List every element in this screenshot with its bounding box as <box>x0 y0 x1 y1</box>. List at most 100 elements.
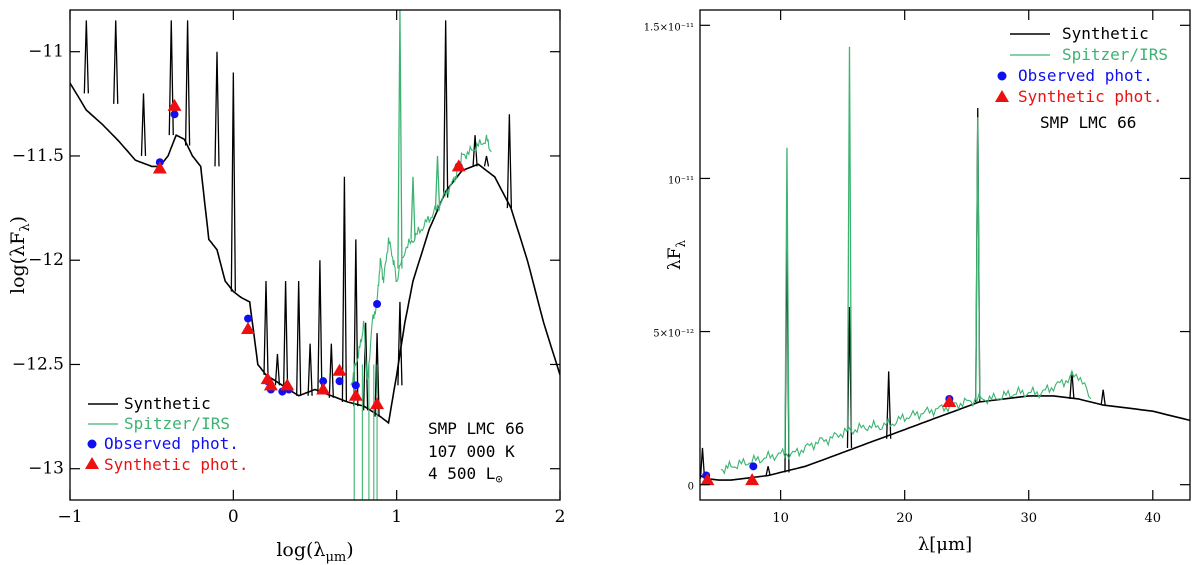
emission-line <box>443 20 449 198</box>
emission-line <box>307 343 313 396</box>
observed-phot-point <box>335 377 344 386</box>
spitzer-series-line <box>720 373 1092 475</box>
y-tick-label: −12 <box>28 250 64 270</box>
emission-line <box>353 239 359 407</box>
synthetic-phot-point <box>700 473 715 486</box>
synthetic-series-line <box>70 82 560 425</box>
emission-line <box>397 10 403 269</box>
left-panel: −1 0 1 2 −11 −11.5 −12 −12.5 −13 log(λμm) log(λF… <box>7 9 566 565</box>
emission-line <box>765 466 771 476</box>
synthetic-phot-point <box>263 378 278 391</box>
emission-line <box>975 117 981 400</box>
emission-line <box>472 135 478 167</box>
legend-label-synthphot: Synthetic phot. <box>104 455 249 474</box>
temperature-note: 107 000 K <box>428 442 515 461</box>
emission-line <box>784 147 790 455</box>
emission-line <box>700 447 706 479</box>
synthetic-phot-point <box>942 395 957 407</box>
synthetic-phot-point <box>745 473 760 486</box>
emission-line <box>483 155 490 167</box>
x-tick-label: 0 <box>228 507 239 527</box>
synthetic-phot-point <box>280 378 295 391</box>
synthetic-phot-point <box>348 388 363 401</box>
legend-marker-synthphot <box>85 457 99 469</box>
synthetic-phot-point <box>316 382 331 395</box>
x-tick-label: 40 <box>1145 511 1162 526</box>
emission-line <box>296 281 302 396</box>
x-tick-label: 30 <box>1020 511 1037 526</box>
legend-label-observed: Observed phot. <box>1018 66 1153 85</box>
emission-line <box>374 333 380 417</box>
synthetic-phot-point <box>451 159 466 172</box>
x-tick-label: 2 <box>555 507 566 527</box>
legend-marker-observed <box>87 439 97 449</box>
emission-line <box>317 260 323 394</box>
object-name: SMP LMC 66 <box>428 419 524 438</box>
left-annotations: SMP LMC 66 107 000 K 4 500 L⊙ <box>428 419 524 486</box>
synthetic-series-line <box>700 395 1190 481</box>
observed-phot-point <box>244 314 253 323</box>
y-tick-label: −13 <box>28 459 64 479</box>
left-y-axis-label: log(λFλ) <box>7 216 33 294</box>
legend-label-spitzer: Spitzer/IRS <box>1062 45 1168 64</box>
legend-label-spitzer: Spitzer/IRS <box>124 414 230 433</box>
emission-line <box>214 51 220 167</box>
emission-line <box>113 20 119 104</box>
spitzer-series-line <box>350 134 492 386</box>
observed-phot-point <box>170 110 179 119</box>
emission-line <box>282 281 289 390</box>
legend-label-synthetic: Synthetic <box>124 394 211 413</box>
synthetic-phot-point <box>332 363 347 376</box>
x-tick-label: 10 <box>772 511 789 526</box>
right-x-axis-label: λ[μm] <box>918 534 972 555</box>
emission-line <box>140 93 147 156</box>
emission-line <box>1069 369 1075 378</box>
legend-marker-observed <box>997 71 1007 81</box>
emission-line <box>341 176 348 403</box>
right-plot-frame <box>699 9 1191 501</box>
emission-line <box>83 20 89 94</box>
synthetic-phot-point <box>241 322 256 335</box>
emission-line <box>506 114 513 209</box>
emission-line <box>1100 389 1106 406</box>
emission-line <box>886 371 892 439</box>
synthetic-phot-point <box>370 397 385 410</box>
emission-line <box>274 354 281 386</box>
legend-label-synthetic: Synthetic <box>1062 24 1149 43</box>
emission-line <box>362 322 369 411</box>
y-tick-label: −11.5 <box>12 146 64 166</box>
y-tick-label: 5×10⁻¹² <box>653 329 694 340</box>
emission-line <box>184 20 191 146</box>
y-tick-label: −12.5 <box>12 354 64 374</box>
x-tick-label: 20 <box>896 511 913 526</box>
y-tick-label: −11 <box>28 42 64 62</box>
emission-line <box>230 72 236 292</box>
legend-label-observed: Observed phot. <box>104 434 239 453</box>
x-tick-label: −1 <box>57 507 82 527</box>
emission-line <box>168 20 174 136</box>
emission-line <box>397 301 403 386</box>
right-legend: Synthetic Spitzer/IRS Observed phot. Syn… <box>995 24 1168 132</box>
observed-phot-point <box>351 381 360 390</box>
emission-line <box>846 46 853 431</box>
observed-phot-point <box>373 300 382 308</box>
right-panel: 10 20 30 40 0 5×10⁻¹² 10⁻¹¹ 1.5×10⁻¹¹ λ[μm] λFλ… <box>644 9 1191 555</box>
y-tick-label: 0 <box>688 482 694 493</box>
x-tick-label: 1 <box>391 507 402 527</box>
left-legend: Synthetic Spitzer/IRS Observed phot. Syn… <box>85 394 249 474</box>
object-name: SMP LMC 66 <box>1040 113 1136 132</box>
right-y-axis-label: λFλ <box>665 240 688 271</box>
emission-line <box>434 155 441 209</box>
emission-line <box>263 281 269 375</box>
y-tick-label: 10⁻¹¹ <box>668 175 694 186</box>
synthetic-phot-point <box>167 98 182 111</box>
luminosity-note: 4 500 L⊙ <box>428 464 503 486</box>
emission-line <box>410 176 416 240</box>
observed-phot-point <box>749 462 758 471</box>
y-tick-label: 1.5×10⁻¹¹ <box>644 22 694 33</box>
observed-phot-point <box>319 377 328 386</box>
left-x-axis-label: log(λμm) <box>276 539 353 565</box>
legend-label-synthphot: Synthetic phot. <box>1018 87 1163 106</box>
legend-marker-synthphot <box>995 90 1009 102</box>
